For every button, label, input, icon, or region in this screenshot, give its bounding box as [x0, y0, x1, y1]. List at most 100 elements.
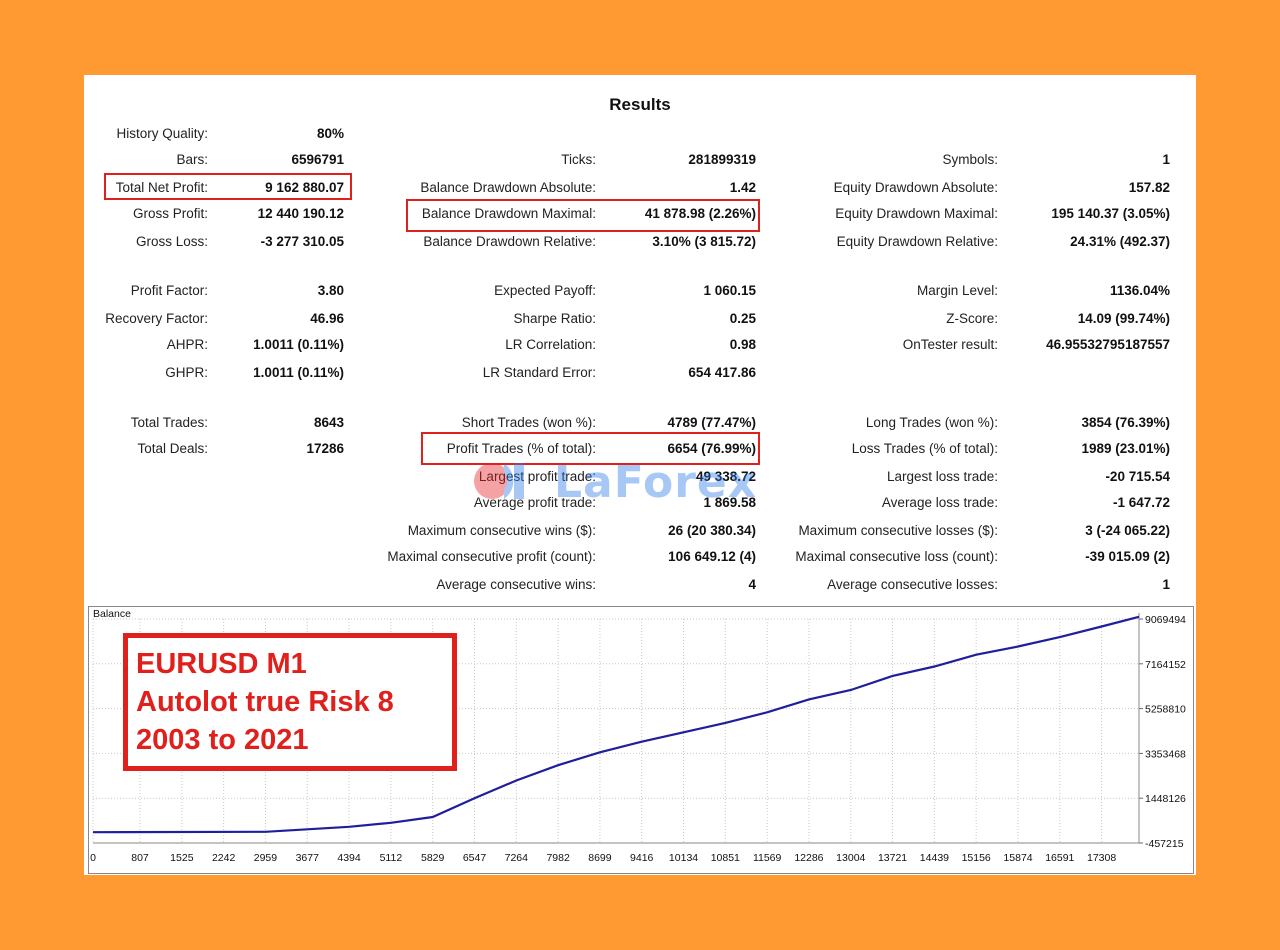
x-tick-label: 1525: [170, 852, 194, 864]
symbols-value: 1: [1162, 152, 1170, 167]
lr-correlation-value: 0.98: [729, 337, 756, 352]
profit-trades-highlight: [421, 432, 760, 465]
balance-dd-abs-label: Balance Drawdown Absolute:: [420, 180, 596, 195]
maximal-consec-loss-label: Maximal consecutive loss (count):: [795, 549, 998, 564]
maximal-consec-loss-value: -39 015.09 (2): [1085, 549, 1170, 564]
lr-std-error-value: 654 417.86: [688, 365, 756, 380]
y-tick-label: 5258810: [1145, 704, 1186, 716]
short-trades-value: 4789 (77.47%): [667, 415, 756, 430]
y-tick-label: 9069494: [1145, 614, 1186, 626]
average-profit-trade-label: Average profit trade:: [473, 495, 596, 510]
x-tick-label: 10851: [711, 852, 740, 864]
expected-payoff-value: 1 060.15: [703, 283, 756, 298]
long-trades-value: 3854 (76.39%): [1081, 415, 1170, 430]
profit-factor-value: 3.80: [317, 283, 344, 298]
profit-factor-label: Profit Factor:: [130, 283, 208, 298]
gross-profit-value: 12 440 190.12: [257, 206, 344, 221]
x-tick-label: 11569: [753, 852, 782, 864]
average-profit-trade-value: 1 869.58: [703, 495, 756, 510]
strategy-annotation-box: EURUSD M1 Autolot true Risk 8 2003 to 20…: [123, 633, 457, 771]
laforex-watermark: LaForex: [462, 457, 822, 508]
sharpe-ratio-value: 0.25: [729, 311, 756, 326]
avg-consec-losses-label: Average consecutive losses:: [827, 577, 998, 592]
largest-profit-trade-label: Largest profit trade:: [478, 469, 596, 484]
balance-dd-rel-value: 3.10% (3 815.72): [652, 234, 756, 249]
total-deals-label: Total Deals:: [137, 441, 208, 456]
z-score-label: Z-Score:: [946, 311, 998, 326]
results-panel: Results History Quality: 80% Bars: 65967…: [84, 75, 1196, 875]
x-tick-label: 5829: [421, 852, 445, 864]
lr-correlation-label: LR Correlation:: [505, 337, 596, 352]
x-tick-label: 807: [131, 852, 149, 864]
ahpr-label: AHPR:: [166, 337, 208, 352]
avg-consec-wins-value: 4: [748, 577, 756, 592]
short-trades-label: Short Trades (won %):: [461, 415, 596, 430]
y-tick-label: 1448126: [1145, 793, 1186, 805]
ontester-result-label: OnTester result:: [902, 337, 998, 352]
x-tick-label: 5112: [380, 852, 403, 864]
y-tick-label: 3353468: [1145, 748, 1186, 760]
x-tick-label: 14439: [920, 852, 949, 864]
balance-dd-rel-label: Balance Drawdown Relative:: [423, 234, 596, 249]
gross-profit-label: Gross Profit:: [132, 206, 208, 221]
ticks-label: Ticks:: [561, 152, 596, 167]
equity-dd-abs-label: Equity Drawdown Absolute:: [833, 180, 998, 195]
equity-dd-rel-value: 24.31% (492.37): [1070, 234, 1170, 249]
total-net-profit-value: 9 162 880.07: [265, 180, 344, 195]
annotation-line-1: EURUSD M1: [136, 648, 307, 680]
x-tick-label: 3677: [296, 852, 320, 864]
watermark-text: LaForex: [554, 457, 758, 508]
x-tick-label: 13004: [836, 852, 865, 864]
balance-line: [92, 615, 1140, 834]
history-quality-label: History Quality:: [116, 126, 208, 141]
equity-dd-max-value: 195 140.37 (3.05%): [1051, 206, 1170, 221]
margin-level-value: 1136.04%: [1109, 283, 1170, 298]
x-tick-label: 15156: [962, 852, 991, 864]
annotation-line-3: 2003 to 2021: [136, 724, 309, 756]
ticks-value: 281899319: [688, 152, 756, 167]
ahpr-value: 1.0011 (0.11%): [253, 337, 344, 352]
avg-consec-wins-label: Average consecutive wins:: [436, 577, 596, 592]
x-tick-label: 7264: [505, 852, 529, 864]
lr-std-error-label: LR Standard Error:: [482, 365, 596, 380]
history-quality-value: 80%: [316, 126, 344, 141]
equity-dd-rel-label: Equity Drawdown Relative:: [836, 234, 998, 249]
y-tick-label: -457215: [1145, 838, 1184, 850]
gross-loss-label: Gross Loss:: [135, 234, 208, 249]
largest-loss-trade-value: -20 715.54: [1105, 469, 1170, 484]
bars-value: 6596791: [291, 152, 344, 167]
largest-profit-trade-value: 49 338.72: [695, 469, 756, 484]
total-trades-label: Total Trades:: [130, 415, 208, 430]
x-tick-label: 0: [90, 852, 96, 864]
balance-dd-max-label: Balance Drawdown Maximal:: [421, 206, 596, 221]
max-consec-losses-label: Maximum consecutive losses ($):: [798, 523, 998, 538]
balance-dd-abs-value: 1.42: [729, 180, 756, 195]
x-tick-label: 12286: [794, 852, 823, 864]
long-trades-label: Long Trades (won %):: [865, 415, 998, 430]
total-deals-value: 17286: [306, 441, 344, 456]
x-tick-label: 2242: [212, 852, 236, 864]
symbols-label: Symbols:: [942, 152, 998, 167]
x-tick-label: 9416: [630, 852, 654, 864]
x-tick-label: 10134: [669, 852, 698, 864]
z-score-value: 14.09 (99.74%): [1077, 311, 1170, 326]
ghpr-label: GHPR:: [165, 365, 208, 380]
recovery-factor-value: 46.96: [310, 311, 344, 326]
max-consec-wins-label: Maximum consecutive wins ($):: [407, 523, 596, 538]
maximal-consec-profit-value: 106 649.12 (4): [668, 549, 756, 564]
y-tick-label: 7164152: [1145, 659, 1186, 671]
x-tick-label: 4394: [337, 852, 361, 864]
balance-dd-max-highlight: [406, 199, 760, 232]
x-tick-label: 13721: [878, 852, 907, 864]
recovery-factor-label: Recovery Factor:: [105, 311, 208, 326]
annotation-line-2: Autolot true Risk 8: [136, 686, 394, 718]
total-trades-value: 8643: [313, 415, 344, 430]
avg-consec-losses-value: 1: [1162, 577, 1170, 592]
x-tick-label: 16591: [1045, 852, 1074, 864]
chart-title: Balance: [93, 608, 131, 620]
bars-label: Bars:: [176, 152, 208, 167]
average-loss-trade-label: Average loss trade:: [881, 495, 998, 510]
gross-loss-value: -3 277 310.05: [260, 234, 344, 249]
total-net-profit-label: Total Net Profit:: [115, 180, 208, 195]
max-consec-losses-value: 3 (-24 065.22): [1085, 523, 1170, 538]
